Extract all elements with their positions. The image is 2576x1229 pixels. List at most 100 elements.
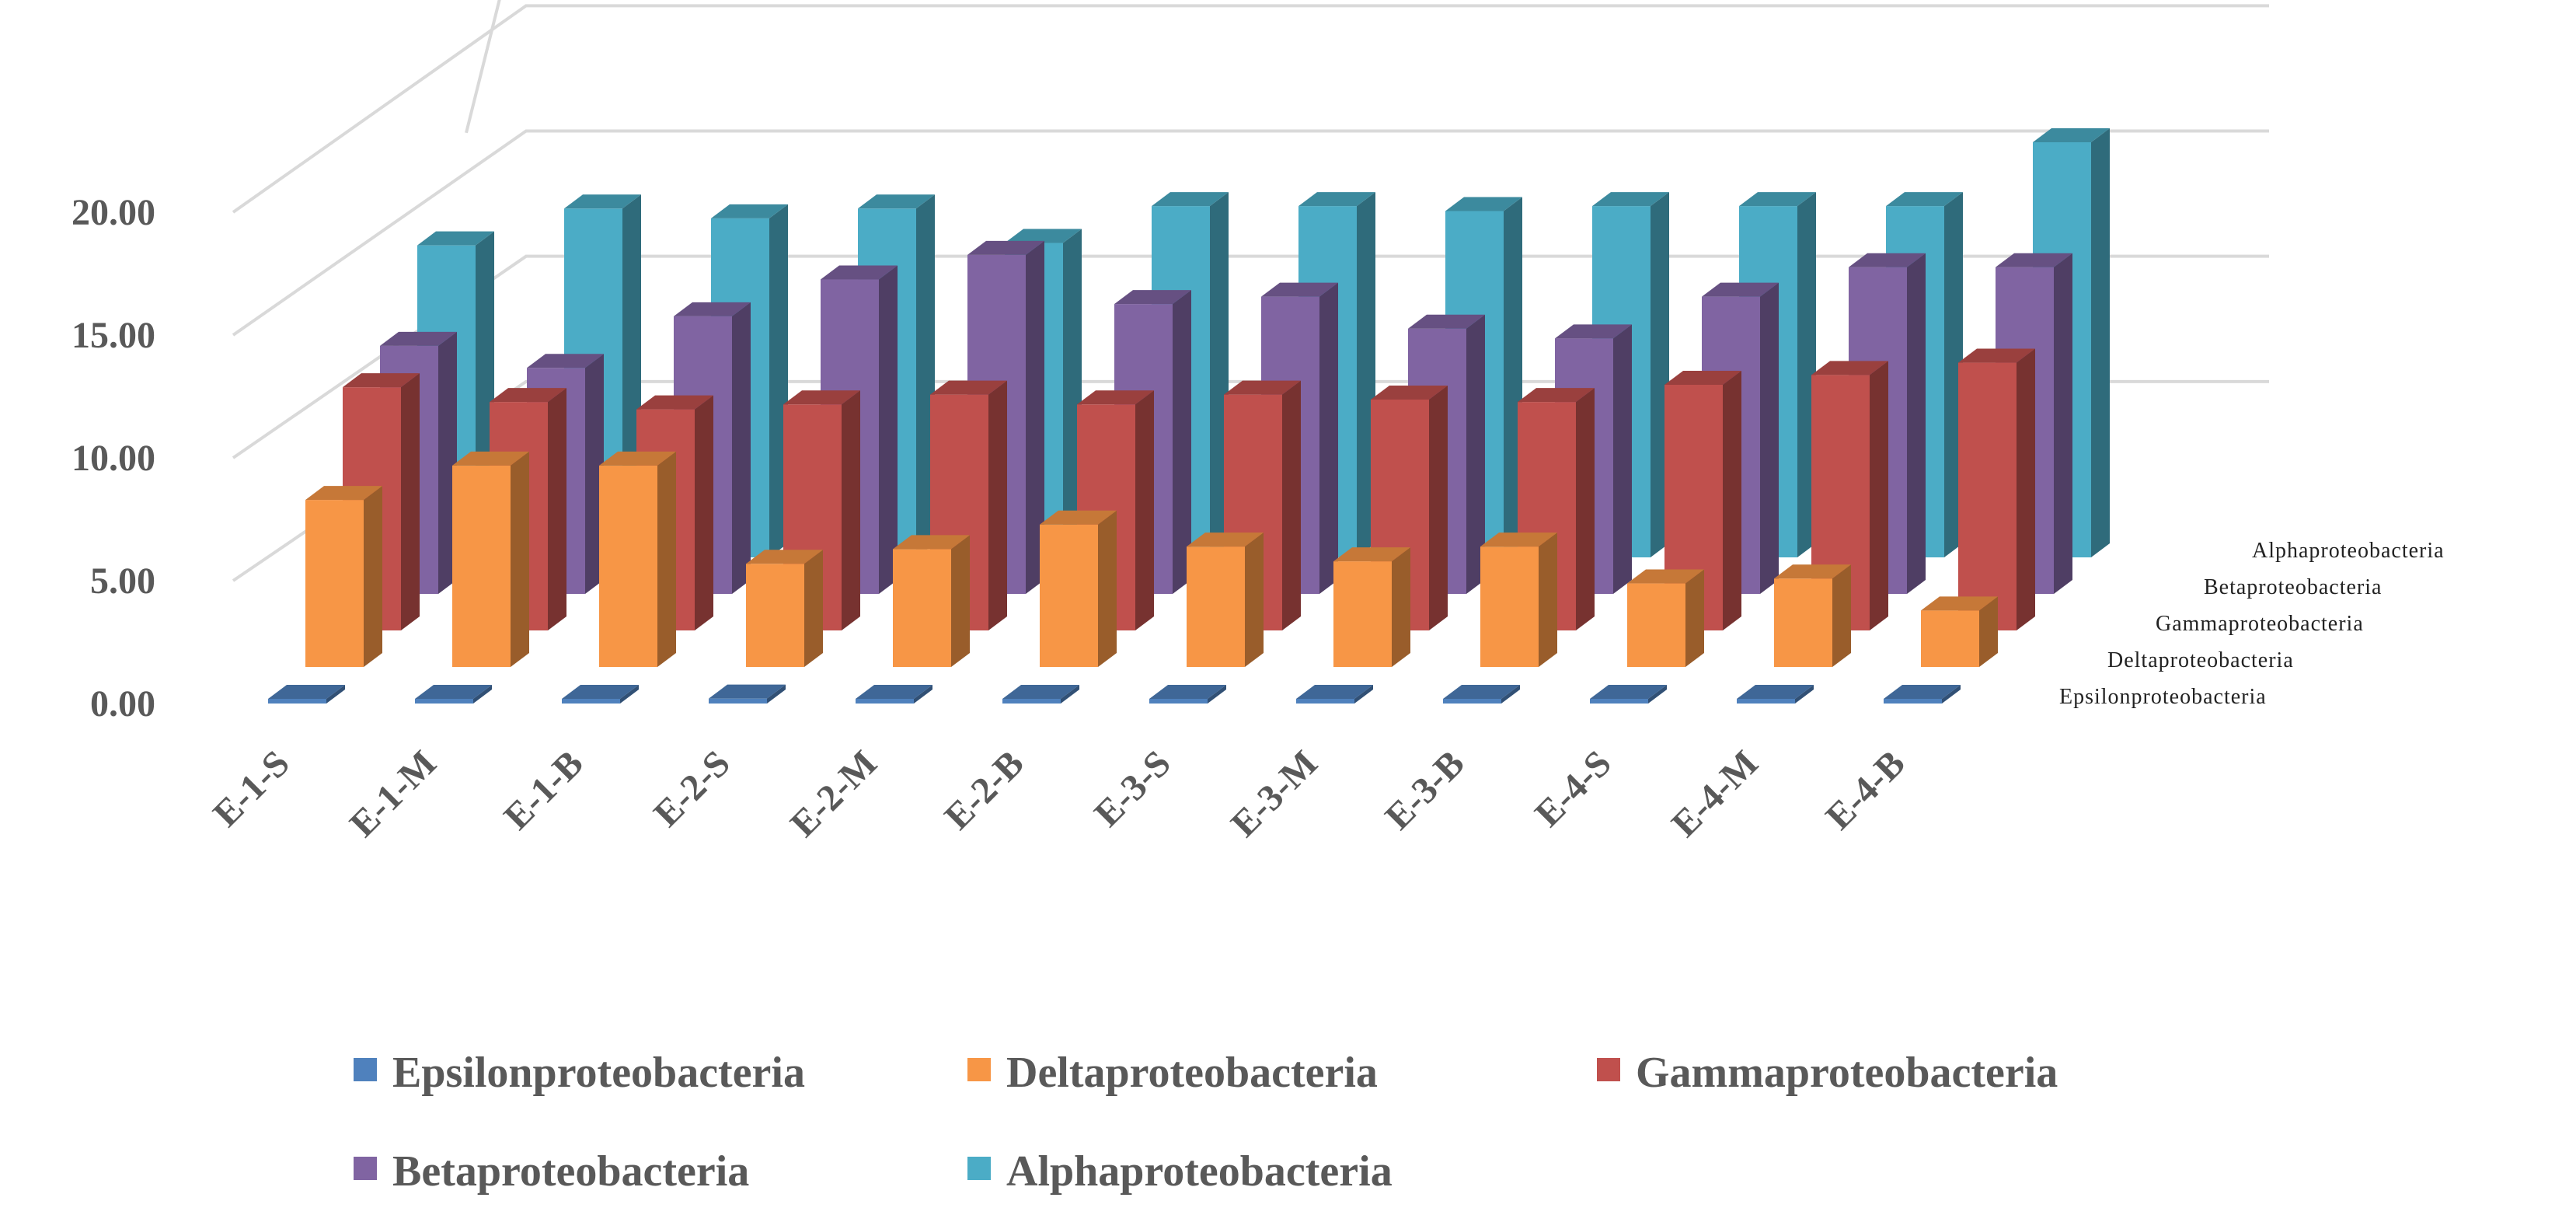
x-category-label: E-4-B bbox=[1818, 742, 1912, 837]
depth-axis-label: Betaproteobacteria bbox=[2204, 575, 2382, 599]
bar-front bbox=[1002, 699, 1061, 704]
bar-front bbox=[268, 699, 326, 704]
bar-side bbox=[1392, 547, 1410, 667]
legend-label: Gammaproteobacteria bbox=[1636, 1049, 2058, 1097]
bar-side bbox=[732, 302, 751, 594]
bar-side bbox=[2091, 127, 2110, 557]
bar-side bbox=[1795, 685, 1814, 704]
legend-label: Deltaproteobacteria bbox=[1006, 1049, 1378, 1097]
bar-side bbox=[988, 380, 1007, 630]
bar-front bbox=[1040, 524, 1098, 667]
bar-side bbox=[1208, 685, 1226, 704]
bar-side bbox=[1282, 380, 1301, 630]
bar-epsilonproteobacteria-e-2-s bbox=[709, 684, 786, 704]
bar-gammaproteobacteria-e-4-b bbox=[1958, 348, 2035, 630]
bar-top bbox=[1702, 282, 1779, 297]
bar-top bbox=[1077, 390, 1154, 405]
bar-epsilonproteobacteria-e-2-m bbox=[856, 685, 932, 704]
bar-top bbox=[1261, 282, 1338, 297]
bar-side bbox=[1760, 282, 1779, 594]
bar-top bbox=[1152, 192, 1229, 207]
bar-top bbox=[1298, 192, 1375, 207]
bar-side bbox=[1723, 371, 1741, 630]
bar-top bbox=[1040, 510, 1117, 525]
bar-top bbox=[821, 265, 898, 280]
bar-deltaproteobacteria-e-3-s bbox=[1187, 532, 1264, 667]
bar-front bbox=[1958, 362, 2017, 630]
bar-top bbox=[711, 204, 788, 218]
legend-label: Epsilonproteobacteria bbox=[392, 1049, 805, 1097]
legend-item: Betaproteobacteria bbox=[354, 1147, 749, 1196]
bar-side bbox=[1576, 388, 1595, 630]
bar-front bbox=[562, 699, 620, 704]
bar-epsilonproteobacteria-e-4-m bbox=[1737, 685, 1814, 704]
bar-top bbox=[1187, 532, 1264, 547]
bar-side bbox=[1648, 685, 1667, 704]
x-category-label: E-2-B bbox=[936, 742, 1031, 837]
x-axis-categories: E-1-S E-1-M E-1-B E-2-S E-2-M E-2-B E-3-S E-3-M… bbox=[205, 742, 1913, 845]
bar-top bbox=[527, 354, 604, 368]
x-category-label: E-4-M bbox=[1664, 742, 1766, 845]
bar-deltaproteobacteria-e-2-s bbox=[746, 550, 823, 667]
legend-label: Alphaproteobacteria bbox=[1006, 1147, 1393, 1196]
bar-top bbox=[709, 684, 786, 699]
bar-front bbox=[746, 564, 804, 667]
bar-side bbox=[1026, 240, 1044, 594]
bar-side bbox=[2054, 253, 2072, 594]
bar-side bbox=[1319, 282, 1338, 594]
bar-front bbox=[1590, 699, 1648, 704]
bar-side bbox=[657, 451, 676, 667]
bar-front bbox=[893, 549, 951, 667]
bar-top bbox=[1002, 685, 1079, 699]
bar-top bbox=[1627, 569, 1704, 584]
y-tick-label: 5.00 bbox=[90, 560, 155, 602]
bar-side bbox=[695, 395, 713, 630]
bar-deltaproteobacteria-e-1-b bbox=[599, 451, 676, 667]
bar-top bbox=[2033, 127, 2110, 142]
x-category-label: E-1-B bbox=[496, 742, 591, 837]
bar-deltaproteobacteria-e-4-b bbox=[1921, 596, 1998, 667]
bar-deltaproteobacteria-e-4-s bbox=[1627, 569, 1704, 667]
bar-deltaproteobacteria-e-3-b bbox=[1480, 532, 1557, 667]
bar-side bbox=[473, 685, 492, 704]
bar-top bbox=[746, 550, 823, 564]
bar-front bbox=[1149, 699, 1208, 704]
bar-side bbox=[548, 388, 566, 630]
bar-side bbox=[879, 265, 898, 594]
bar-top bbox=[1296, 685, 1373, 699]
bar-side bbox=[1354, 685, 1373, 704]
y-tick-label: 0.00 bbox=[90, 683, 155, 724]
bar-top bbox=[1408, 314, 1485, 329]
legend-swatch bbox=[354, 1157, 377, 1180]
bar-top bbox=[893, 535, 970, 550]
bar-top bbox=[1224, 380, 1301, 395]
bar-top bbox=[1849, 253, 1926, 267]
bar-side bbox=[767, 684, 786, 704]
bar-epsilonproteobacteria-e-2-b bbox=[1002, 685, 1079, 704]
legend: Epsilonproteobacteria Deltaproteobacteria… bbox=[354, 1049, 2058, 1196]
bar-side bbox=[914, 685, 932, 704]
bar-side bbox=[1942, 685, 1961, 704]
bar-deltaproteobacteria-e-1-m bbox=[452, 451, 529, 667]
bar-top bbox=[1445, 197, 1522, 211]
bar-top bbox=[783, 390, 860, 405]
bar-front bbox=[856, 699, 914, 704]
bar-top bbox=[1005, 229, 1082, 243]
bar-top bbox=[1886, 192, 1963, 207]
bar-epsilonproteobacteria-e-4-b bbox=[1884, 685, 1961, 704]
depth-axis-label: Alphaproteobacteria bbox=[2252, 539, 2445, 563]
bar-deltaproteobacteria-e-3-m bbox=[1333, 547, 1410, 667]
bar-side bbox=[1832, 564, 1851, 667]
legend-item: Epsilonproteobacteria bbox=[354, 1049, 805, 1097]
bar-top bbox=[1443, 685, 1520, 699]
bar-top bbox=[930, 380, 1007, 395]
bar-top bbox=[858, 194, 935, 209]
bar-deltaproteobacteria-e-1-s bbox=[305, 486, 382, 667]
legend-label: Betaproteobacteria bbox=[392, 1147, 749, 1196]
y-axis-ticks: 0.00 5.00 10.00 15.00 20.00 bbox=[71, 192, 155, 724]
bar-epsilonproteobacteria-e-1-b bbox=[562, 685, 639, 704]
bar-side bbox=[1173, 290, 1191, 594]
bar-front bbox=[1443, 699, 1501, 704]
bar-top bbox=[674, 302, 751, 316]
bar-top bbox=[1811, 361, 1888, 375]
